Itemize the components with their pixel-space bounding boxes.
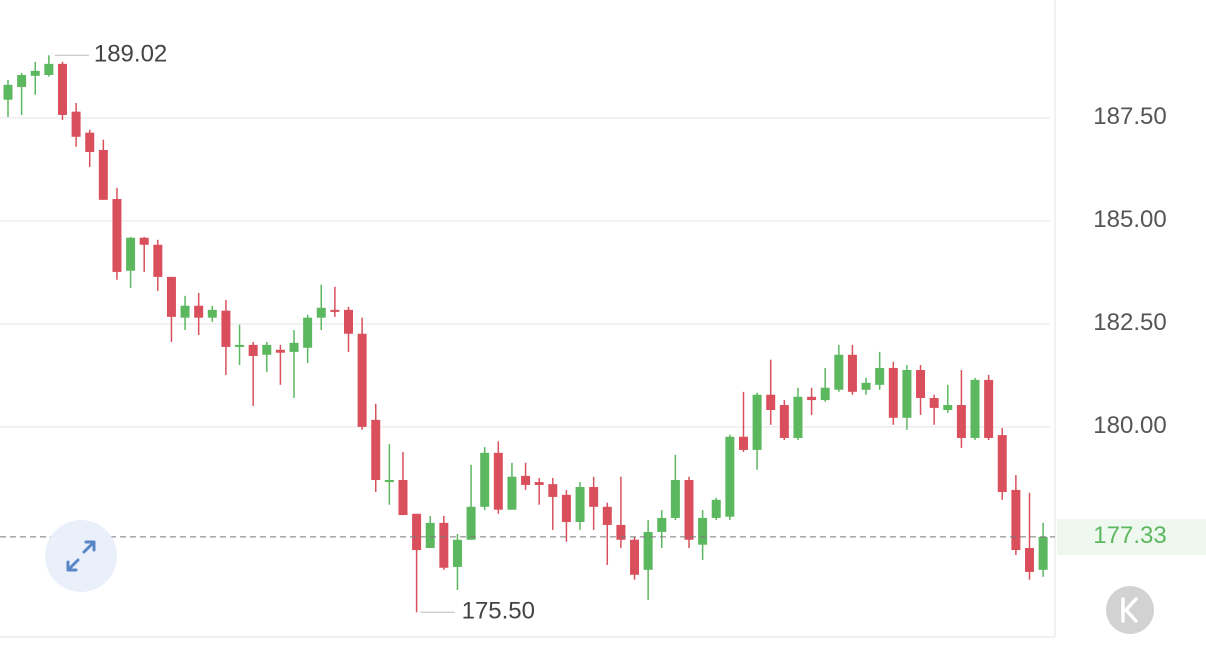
grid: 180.00 182.50 185.00 187.50 <box>0 103 1167 439</box>
candle-body <box>57 63 67 115</box>
candle-body <box>221 310 231 347</box>
candle-body <box>71 111 81 137</box>
candle-body <box>126 237 136 271</box>
candle-body <box>275 349 285 353</box>
candle-body <box>44 63 54 75</box>
candle-body <box>984 379 994 438</box>
candle-body <box>357 333 367 427</box>
back-icon[interactable] <box>1121 597 1138 623</box>
candle-body <box>548 484 558 497</box>
candle-body <box>248 344 258 356</box>
candle-body <box>1038 536 1048 570</box>
candle-body <box>17 74 27 87</box>
candle-body <box>289 342 299 352</box>
candles <box>3 55 1048 613</box>
expand-button-bg[interactable] <box>45 520 117 592</box>
candle-body <box>85 132 95 153</box>
candle-body <box>630 539 640 575</box>
candle-body <box>466 506 476 540</box>
candle-body <box>793 396 803 438</box>
candle-body <box>98 149 108 200</box>
candle-body <box>439 522 449 568</box>
candle-body <box>330 309 340 312</box>
candle-body <box>929 398 939 408</box>
candle-body <box>875 367 885 385</box>
expand-icon[interactable] <box>66 540 96 572</box>
candle-body <box>575 487 585 523</box>
candle-body <box>398 480 408 516</box>
candle-body <box>452 539 462 567</box>
candle-body <box>30 70 40 76</box>
candle-body <box>725 436 735 517</box>
candle-body <box>943 405 953 410</box>
candle-body <box>262 344 272 355</box>
y-tick-label: 180.00 <box>1093 412 1166 439</box>
y-tick-label: 185.00 <box>1093 206 1166 233</box>
candle-body <box>166 276 176 317</box>
candle-body <box>643 531 653 570</box>
candle-body <box>657 517 667 532</box>
last-price-bg <box>1057 518 1206 555</box>
candle-body <box>316 307 326 318</box>
y-tick-label: 187.50 <box>1093 103 1166 130</box>
candle-body <box>425 522 435 549</box>
candle-body <box>888 367 898 418</box>
back-to-start-button[interactable] <box>1106 586 1154 634</box>
candle-body <box>480 452 490 507</box>
candle-body <box>194 305 204 318</box>
candle-body <box>521 475 531 485</box>
candle-body <box>820 387 830 401</box>
candle-body <box>684 480 694 540</box>
candle-body <box>493 452 503 510</box>
candle-body <box>916 370 926 399</box>
candle-body <box>139 237 149 245</box>
candle-body <box>384 480 394 483</box>
candle-body <box>779 405 789 438</box>
candle-body <box>207 309 217 318</box>
candle-body <box>752 394 762 450</box>
candle-body <box>902 370 912 418</box>
high-label: 189.02 <box>94 41 167 68</box>
candle-body <box>153 244 163 277</box>
candle-body <box>766 394 776 410</box>
candle-body <box>997 435 1007 492</box>
candle-body <box>698 517 708 545</box>
candle-body <box>616 524 626 540</box>
candle-body <box>303 317 313 348</box>
candle-body <box>412 513 422 551</box>
candle-body <box>344 309 353 334</box>
candle-body <box>112 199 122 272</box>
candle-body <box>847 354 857 392</box>
candle-body <box>861 382 871 390</box>
candle-body <box>711 499 721 518</box>
candle-body <box>970 379 980 438</box>
candle-body <box>589 487 599 507</box>
candle-body <box>235 344 245 347</box>
candle-body <box>738 436 748 450</box>
candle-body <box>371 419 381 481</box>
back-button-bg[interactable] <box>1106 586 1154 634</box>
annotations: 189.02 175.50 177.33 <box>0 41 1206 625</box>
low-label: 175.50 <box>462 598 535 625</box>
candle-body <box>1025 548 1034 572</box>
candle-body <box>3 84 13 100</box>
candle-body <box>670 480 680 518</box>
candle-body <box>602 506 612 525</box>
candle-body <box>807 396 817 401</box>
candle-body <box>561 494 571 523</box>
y-tick-label: 182.50 <box>1093 309 1166 336</box>
candle-body <box>180 305 190 318</box>
candle-body <box>956 405 966 438</box>
last-price-label: 177.33 <box>1093 522 1166 549</box>
candle-body <box>1011 489 1021 551</box>
candle-body <box>834 354 844 390</box>
candle-body <box>507 476 517 510</box>
candle-body <box>534 482 544 485</box>
expand-button[interactable] <box>45 520 117 592</box>
